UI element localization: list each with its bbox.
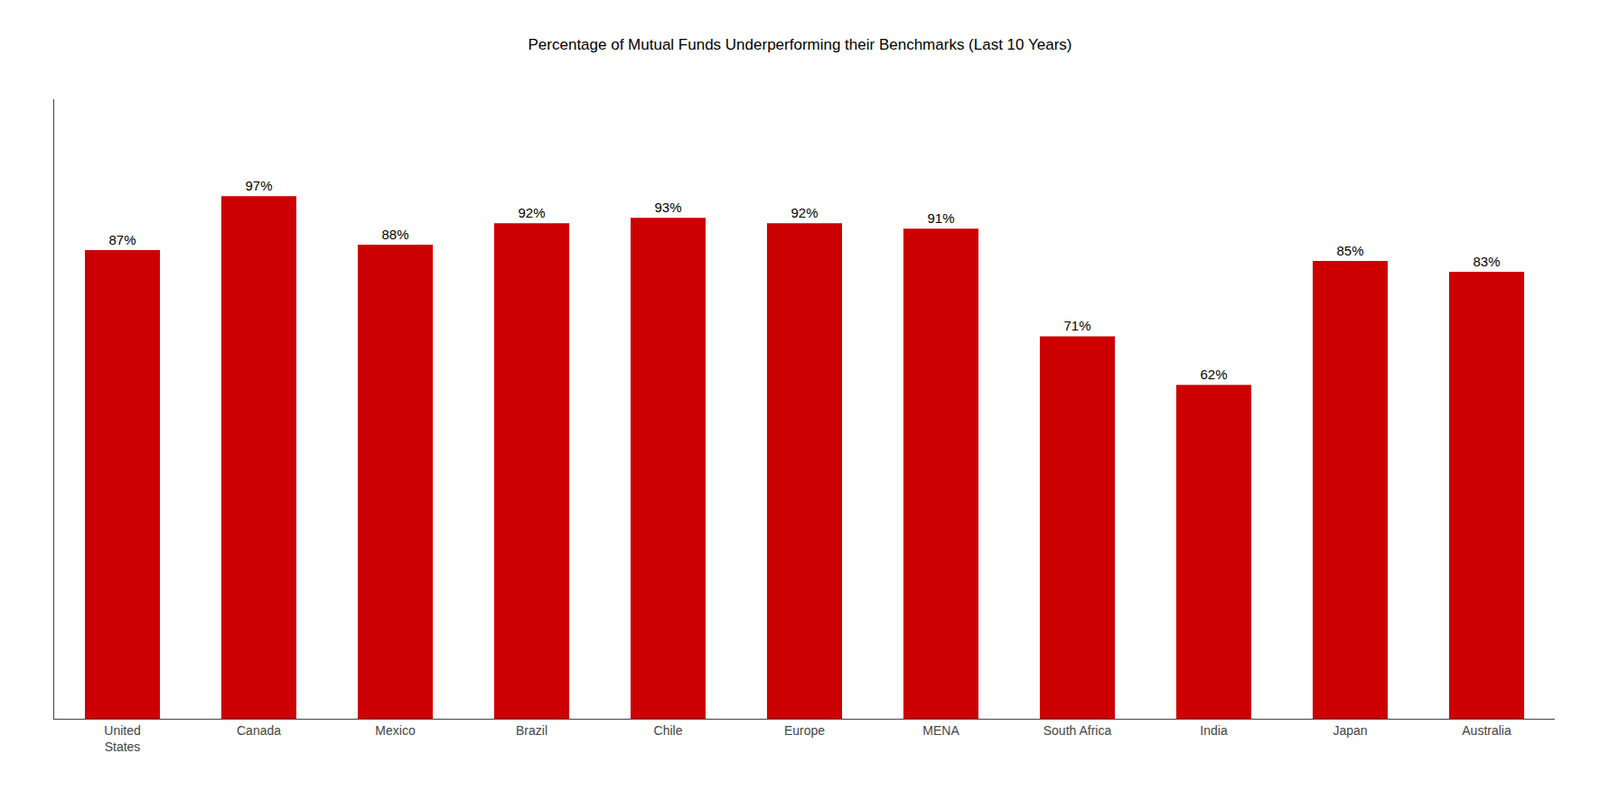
svg-text:South Africa: South Africa — [1043, 723, 1113, 739]
svg-text:India: India — [1199, 723, 1228, 739]
svg-text:83%: 83% — [1472, 253, 1500, 270]
svg-text:93%: 93% — [654, 199, 682, 216]
svg-text:Canada: Canada — [236, 723, 281, 739]
svg-text:MENA: MENA — [922, 723, 960, 739]
svg-text:Chile: Chile — [654, 723, 684, 739]
svg-text:UnitedStates: UnitedStates — [103, 723, 141, 755]
svg-text:87%: 87% — [108, 232, 136, 248]
svg-text:62%: 62% — [1199, 366, 1227, 383]
svg-text:71%: 71% — [1063, 318, 1091, 334]
svg-text:Japan: Japan — [1332, 723, 1367, 739]
svg-text:Percentage of Mutual Funds Und: Percentage of Mutual Funds Underperformi… — [528, 36, 1073, 54]
svg-text:Mexico: Mexico — [374, 723, 416, 739]
svg-text:Australia: Australia — [1461, 723, 1512, 739]
svg-text:92%: 92% — [517, 205, 545, 221]
svg-text:85%: 85% — [1336, 243, 1364, 259]
svg-text:Europe: Europe — [784, 723, 825, 739]
svg-text:92%: 92% — [790, 205, 818, 221]
svg-text:97%: 97% — [244, 177, 272, 194]
svg-text:Brazil: Brazil — [515, 723, 548, 739]
svg-text:91%: 91% — [926, 210, 955, 226]
svg-text:88%: 88% — [381, 226, 409, 243]
